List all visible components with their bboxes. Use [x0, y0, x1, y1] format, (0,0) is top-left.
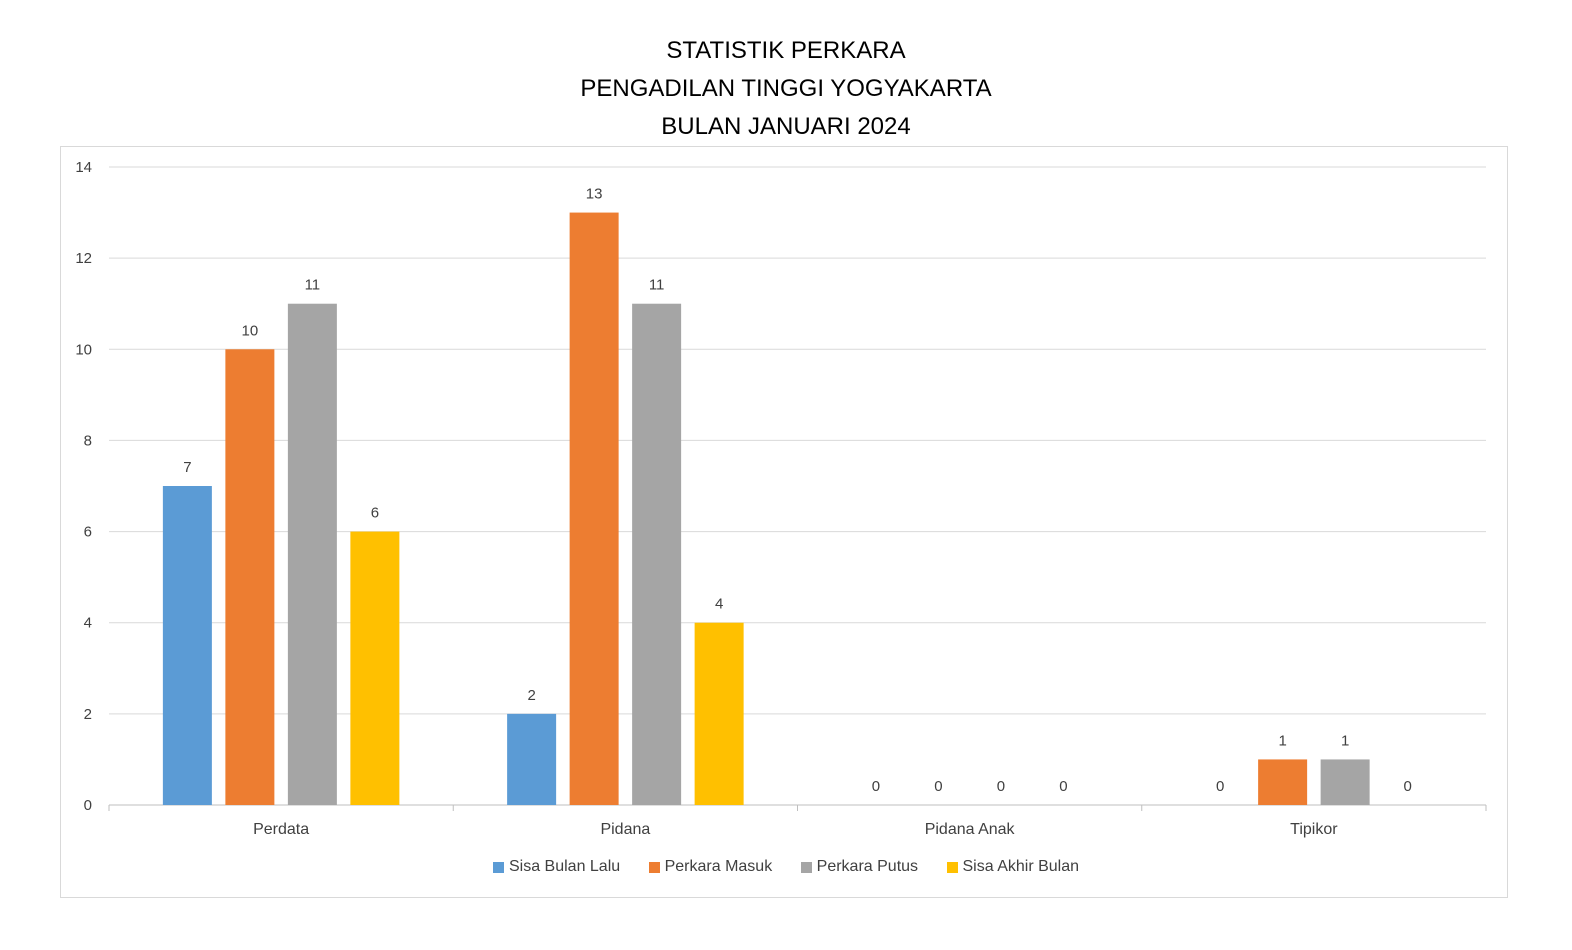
x-tick-label-pidana: Pidana — [600, 821, 650, 838]
bar-perdata-sisa-akhir-bulan — [350, 531, 400, 805]
y-tick-label-8: 8 — [84, 432, 92, 449]
x-tick-label-perdata: Perdata — [253, 821, 309, 838]
bar-tipikor-perkara-putus — [1320, 759, 1370, 805]
data-label-tipikor-sisa-bulan-lalu: 0 — [1216, 778, 1224, 795]
data-label-perdata-sisa-bulan-lalu: 7 — [183, 459, 191, 476]
data-label-perdata-perkara-putus: 11 — [305, 277, 321, 294]
y-tick-label-10: 10 — [75, 341, 92, 358]
chart-title-line-3: BULAN JANUARI 2024 — [661, 113, 911, 140]
chart-title-line-1: STATISTIK PERKARA — [666, 37, 906, 64]
bar-pidana-perkara-masuk — [569, 212, 619, 806]
legend-label-sisa-akhir-bulan: Sisa Akhir Bulan — [962, 858, 1080, 875]
bar-perdata-perkara-masuk — [225, 349, 275, 805]
legend-swatch-sisa-akhir-bulan — [946, 861, 958, 873]
y-tick-label-4: 4 — [84, 615, 92, 632]
legend-label-perkara-masuk: Perkara Masuk — [664, 858, 773, 875]
data-label-perdata-perkara-masuk: 10 — [242, 322, 259, 339]
legend-swatch-sisa-bulan-lalu — [492, 861, 504, 873]
legend-item-perkara-putus: Perkara Putus — [800, 858, 919, 876]
y-tick-label-6: 6 — [84, 524, 92, 541]
data-label-pidana-perkara-masuk: 13 — [586, 186, 603, 203]
y-tick-label-0: 0 — [84, 797, 92, 814]
bar-pidana-perkara-putus — [632, 303, 682, 805]
legend-label-perkara-putus: Perkara Putus — [816, 858, 919, 875]
data-label-pidana-anak-sisa-akhir-bulan: 0 — [1059, 778, 1067, 795]
bar-perdata-perkara-putus — [287, 303, 337, 805]
bar-perdata-sisa-bulan-lalu — [162, 486, 212, 805]
data-label-pidana-anak-sisa-bulan-lalu: 0 — [872, 778, 880, 795]
bar-pidana-sisa-akhir-bulan — [694, 622, 744, 805]
data-label-tipikor-sisa-akhir-bulan: 0 — [1403, 778, 1411, 795]
data-label-pidana-sisa-bulan-lalu: 2 — [527, 687, 535, 704]
data-label-pidana-perkara-putus: 11 — [649, 277, 665, 294]
data-label-perdata-sisa-akhir-bulan: 6 — [371, 505, 379, 522]
y-tick-label-2: 2 — [84, 706, 92, 723]
data-label-pidana-anak-perkara-putus: 0 — [997, 778, 1005, 795]
chart-title: STATISTIK PERKARA PENGADILAN TINGGI YOGY… — [0, 32, 1572, 146]
data-label-tipikor-perkara-masuk: 1 — [1278, 732, 1286, 749]
legend-item-sisa-bulan-lalu: Sisa Bulan Lalu — [492, 858, 621, 876]
data-label-pidana-anak-perkara-masuk: 0 — [934, 778, 942, 795]
y-tick-label-12: 12 — [75, 250, 92, 267]
chart-title-line-2: PENGADILAN TINGGI YOGYAKARTA — [580, 75, 992, 102]
legend: Sisa Bulan Lalu Perkara Masuk Perkara Pu… — [0, 858, 1572, 878]
data-label-pidana-sisa-akhir-bulan: 4 — [715, 596, 723, 613]
data-label-tipikor-perkara-putus: 1 — [1341, 732, 1349, 749]
legend-swatch-perkara-putus — [800, 861, 812, 873]
legend-item-sisa-akhir-bulan: Sisa Akhir Bulan — [946, 858, 1080, 876]
legend-label-sisa-bulan-lalu: Sisa Bulan Lalu — [508, 858, 621, 875]
bar-pidana-sisa-bulan-lalu — [507, 713, 557, 805]
x-tick-label-pidana-anak: Pidana Anak — [925, 821, 1016, 838]
legend-item-perkara-masuk: Perkara Masuk — [648, 858, 773, 876]
y-tick-label-14: 14 — [75, 159, 92, 176]
legend-swatch-perkara-masuk — [648, 861, 660, 873]
bar-tipikor-perkara-masuk — [1258, 759, 1308, 805]
x-tick-label-tipikor: Tipikor — [1290, 821, 1338, 838]
